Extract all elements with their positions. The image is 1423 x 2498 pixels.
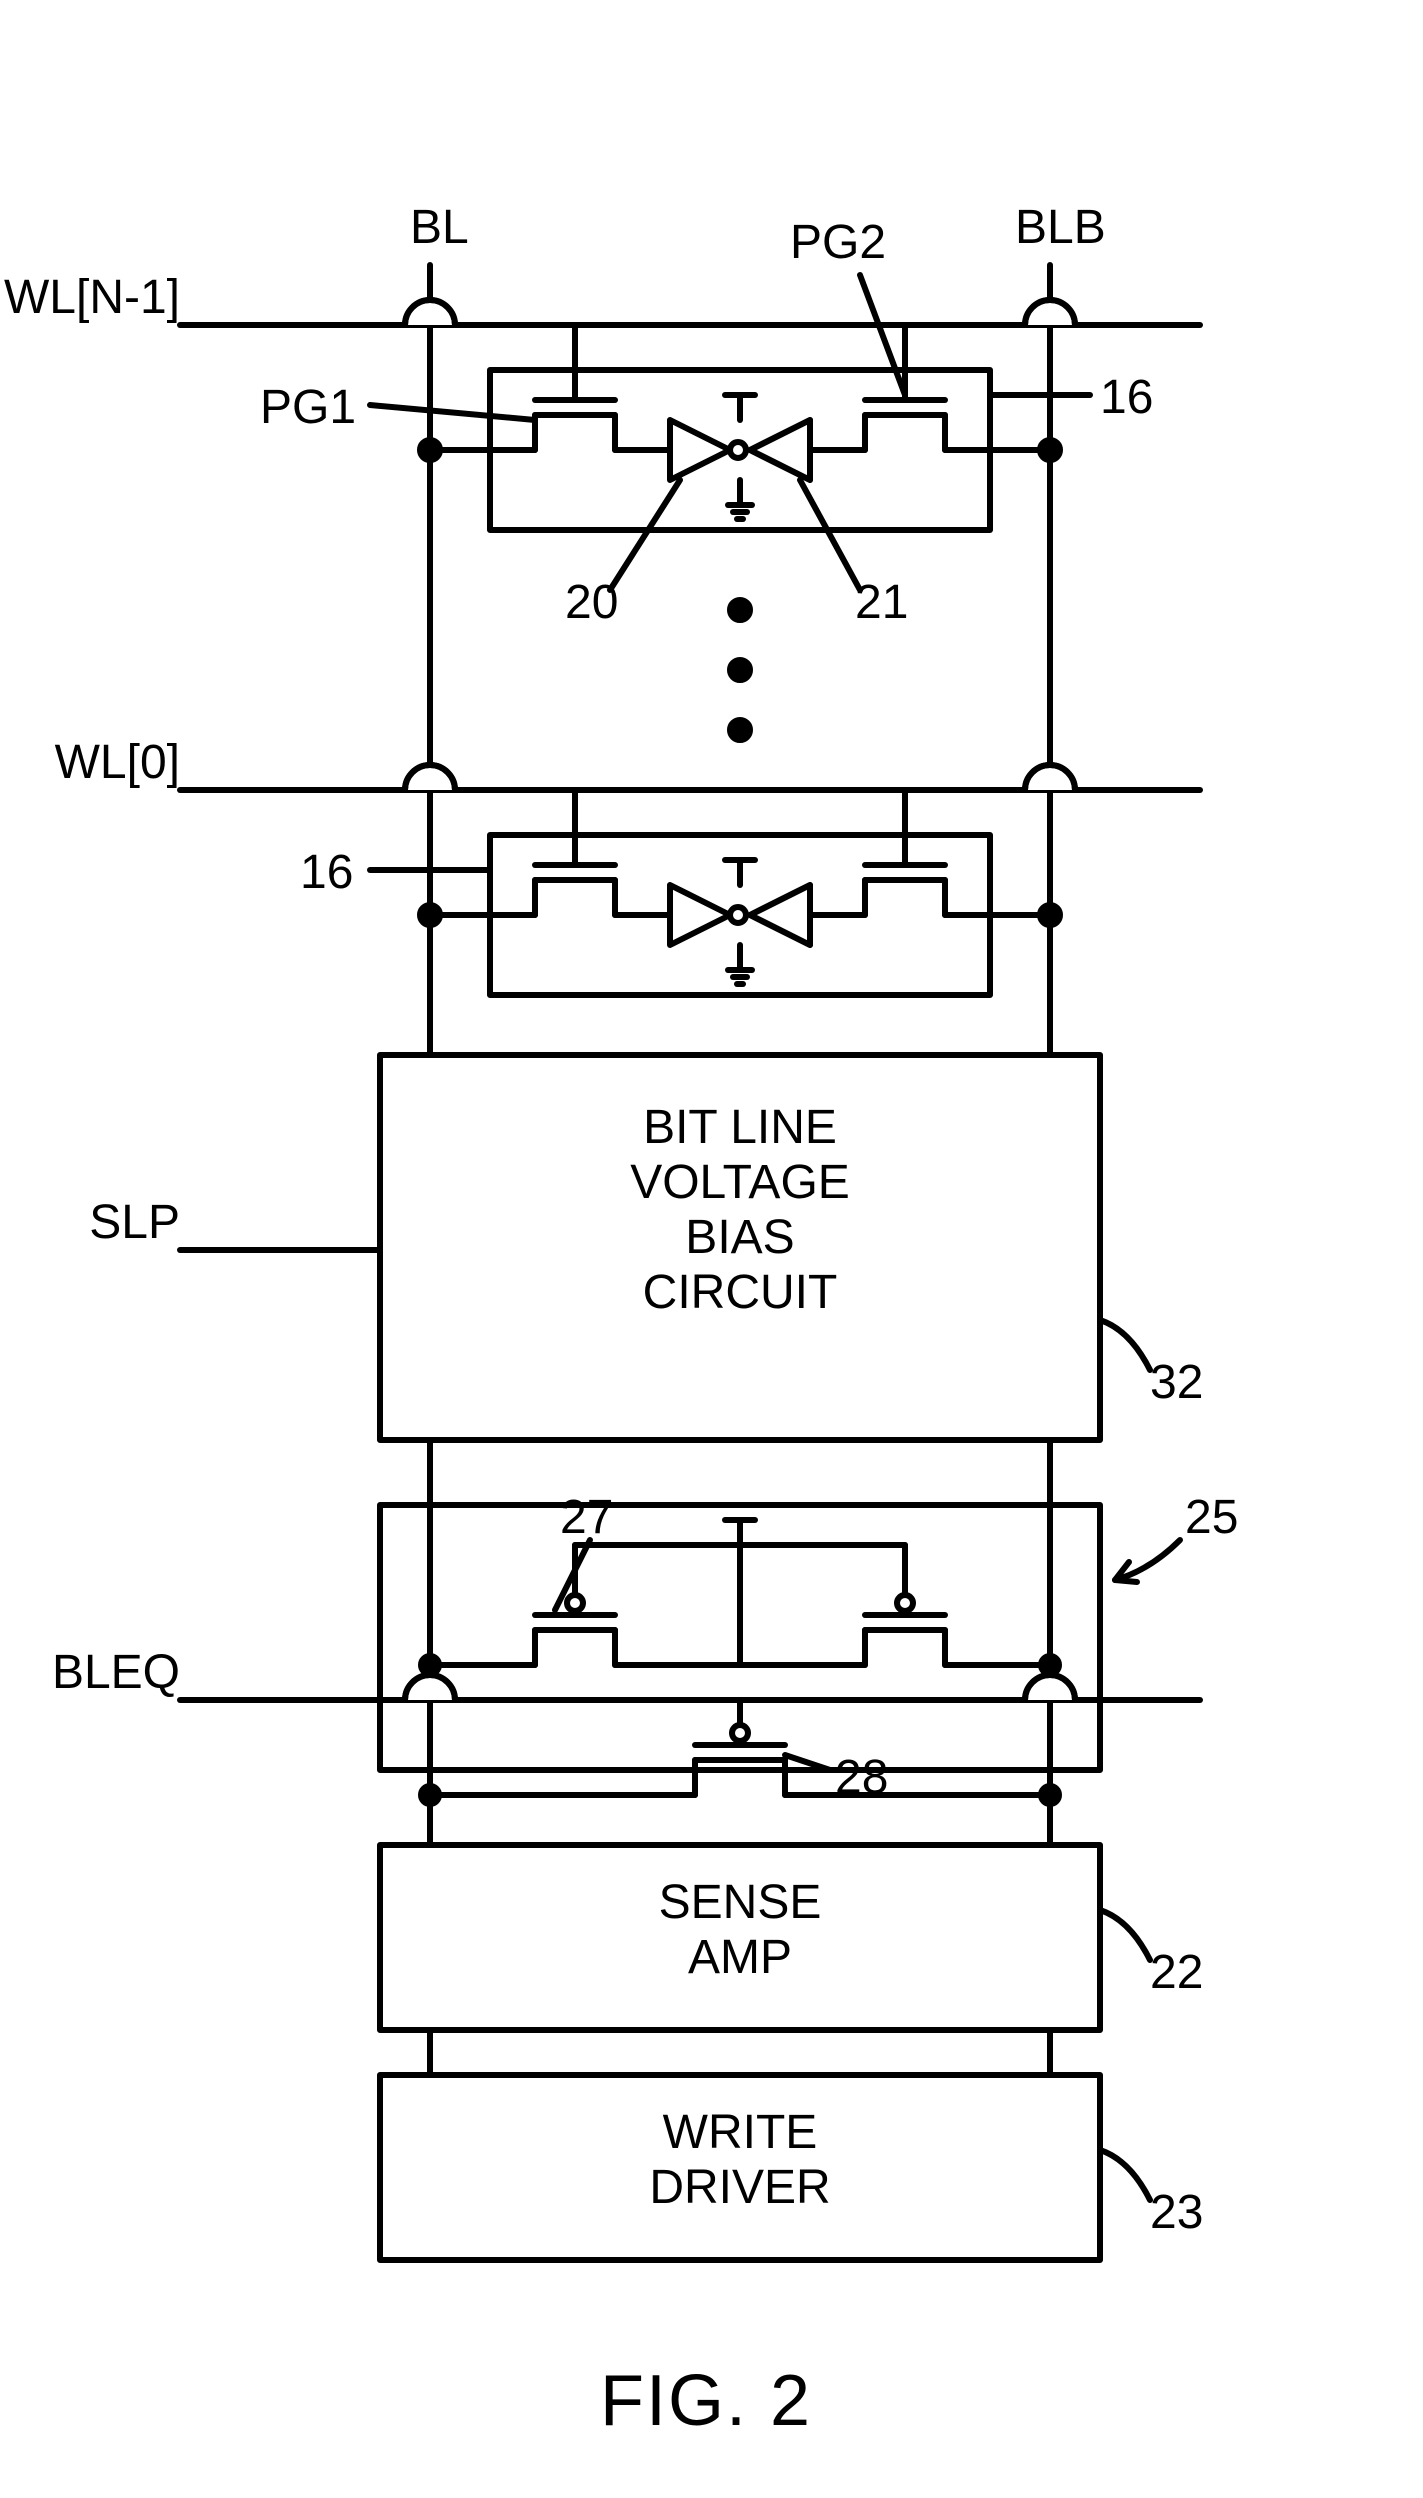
label-blb: BLB (1015, 200, 1106, 255)
label-wl-0: WL[0] (55, 735, 180, 790)
bias-line2: VOLTAGE (380, 1155, 1100, 1210)
label-bl: BL (410, 200, 469, 255)
write-line2: DRIVER (380, 2160, 1100, 2215)
ref-28: 28 (835, 1750, 888, 1805)
block-sense: SENSE AMP (380, 1875, 1100, 1985)
sense-line1: SENSE (380, 1875, 1100, 1930)
ref-22: 22 (1150, 1945, 1203, 2000)
ref-27: 27 (560, 1490, 613, 1545)
sense-line2: AMP (380, 1930, 1100, 1985)
block-bias: BIT LINE VOLTAGE BIAS CIRCUIT (380, 1100, 1100, 1320)
label-pg2: PG2 (790, 215, 886, 270)
label-slp: SLP (89, 1195, 180, 1250)
label-bleq: BLEQ (52, 1645, 180, 1700)
figure-canvas: BL BLB PG2 PG1 WL[N-1] WL[0] SLP BLEQ 16… (0, 0, 1423, 2498)
block-write: WRITE DRIVER (380, 2105, 1100, 2215)
ref-16-bottom: 16 (300, 845, 353, 900)
ref-32: 32 (1150, 1355, 1203, 1410)
ref-25: 25 (1185, 1490, 1238, 1545)
write-line1: WRITE (380, 2105, 1100, 2160)
figure-caption: FIG. 2 (600, 2360, 812, 2442)
bias-line4: CIRCUIT (380, 1265, 1100, 1320)
label-pg1: PG1 (260, 380, 356, 435)
ref-23: 23 (1150, 2185, 1203, 2240)
label-wl-n1: WL[N-1] (4, 270, 180, 325)
ref-16-top: 16 (1100, 370, 1153, 425)
bias-line3: BIAS (380, 1210, 1100, 1265)
bias-line1: BIT LINE (380, 1100, 1100, 1155)
ref-20: 20 (565, 575, 618, 630)
ref-21: 21 (855, 575, 908, 630)
